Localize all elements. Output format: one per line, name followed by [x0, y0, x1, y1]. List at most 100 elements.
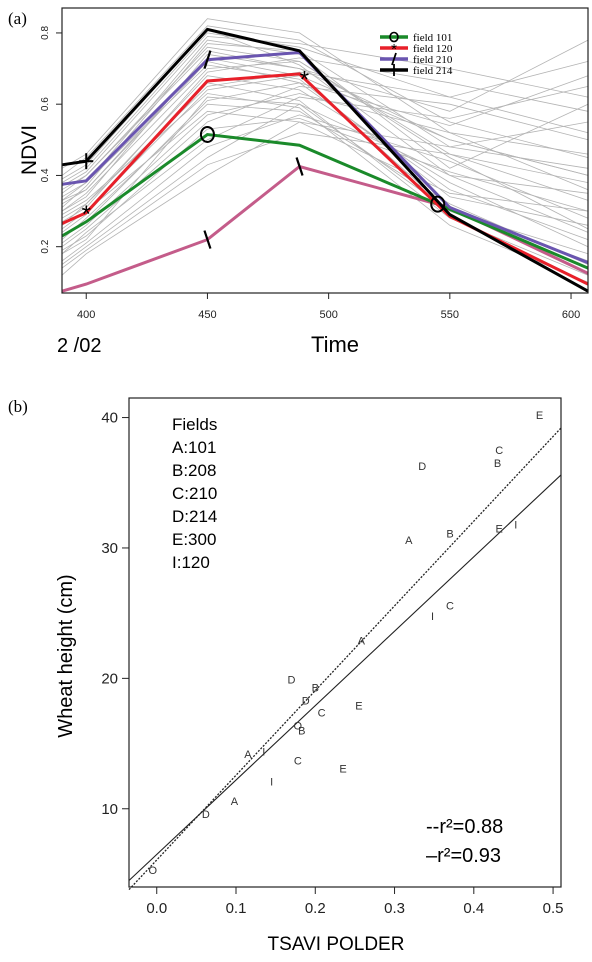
svg-text:*: * — [391, 41, 397, 58]
legend-entry-b-1: A:101 — [172, 438, 216, 457]
series-line-field-210 — [61, 50, 589, 265]
scatter-point-24: A — [231, 796, 239, 808]
y-tick-label-b-20: 20 — [101, 670, 118, 687]
background-field-line-10 — [61, 121, 589, 276]
x-tick-label-a-600: 600 — [562, 309, 580, 321]
scatter-point-21: C — [294, 756, 302, 768]
x-axis-label-tsavi: TSAVI POLDER — [268, 934, 405, 955]
background-field-line-31 — [61, 71, 589, 226]
line-marker-3 — [199, 125, 215, 143]
scatter-point-16: C — [318, 707, 326, 719]
legend-b: Fields A:101 B:208 C:210 D:214 E:300 I:120 — [172, 415, 217, 572]
line-marker-4 — [430, 195, 446, 213]
x-axis-ticks-a: 400 450 500 550 600 — [77, 293, 580, 321]
background-field-line-29 — [61, 28, 589, 233]
legend-title-b: Fields — [172, 415, 217, 434]
x-tick-label-b-4: 0.4 — [463, 900, 484, 917]
regression-lines — [128, 427, 562, 891]
scatter-point-13: B — [312, 682, 319, 694]
legend-label-a-4: field 214 — [413, 65, 453, 77]
x-tick-label-b-1: 0.1 — [226, 900, 247, 917]
scatter-point-10: I — [431, 611, 434, 623]
scatter-point-22: E — [339, 763, 346, 775]
highlighted-field-lines — [61, 27, 589, 293]
x-axis-start-date: 2 /02 — [57, 335, 101, 357]
background-field-line-22 — [61, 64, 589, 226]
line-marker-5: * — [82, 201, 91, 228]
scatter-point-17: O — [294, 720, 303, 732]
background-field-line-18 — [61, 39, 589, 212]
background-field-lines — [61, 18, 589, 283]
line-marker-1 — [203, 230, 212, 249]
scatter-point-12: D — [288, 675, 296, 687]
scatter-point-15: E — [355, 701, 362, 713]
scatter-point-8: A — [405, 535, 413, 547]
background-field-line-26 — [61, 117, 589, 251]
legend-entry-b-3: C:210 — [172, 484, 217, 503]
y-axis-label-wheat-height: Wheat height (cm) — [55, 574, 77, 737]
legend-entry-a-3: field 210 — [380, 52, 453, 66]
legend-entry-b-2: B:208 — [172, 461, 216, 480]
legend-entry-a-2: * field 120 — [380, 41, 453, 58]
svg-text:*: * — [82, 201, 91, 228]
legend-entry-b-5: E:300 — [172, 530, 216, 549]
y-axis-ticks-b: 10 20 30 40 — [101, 410, 129, 818]
scatter-point-11: A — [358, 636, 366, 648]
scatter-point-5: B — [446, 529, 453, 541]
panel-b-label: (b) — [8, 397, 28, 416]
scatter-point-14: D — [302, 696, 310, 708]
x-tick-label-a-550: 550 — [441, 309, 459, 321]
scatter-point-9: C — [446, 600, 454, 612]
field-line-markers: ** — [79, 50, 446, 249]
legend-label-a-3: field 210 — [413, 54, 453, 66]
y-tick-label-a-0.4: 0.4 — [40, 168, 51, 182]
x-axis-ticks-b: 0.0 0.1 0.2 0.3 0.4 0.5 — [146, 887, 564, 917]
legend-entry-a-1: field 101 — [380, 31, 452, 44]
line-marker-6: * — [300, 67, 309, 94]
panel-a-ndvi-chart: (a) ** 400 450 500 550 600 0.20.40.60.8 NDVI… — [8, 7, 589, 357]
legend-entry-b-6: I:120 — [172, 553, 210, 572]
y-axis-ticks-a: 0.2 0.4 0.6 0.8 — [40, 26, 62, 254]
x-tick-label-b-5: 0.5 — [543, 900, 564, 917]
background-field-line-15 — [61, 86, 589, 255]
scatter-point-4: D — [418, 461, 426, 473]
background-field-line-20 — [61, 18, 589, 191]
y-tick-label-b-10: 10 — [101, 801, 118, 818]
x-tick-label-a-450: 450 — [198, 309, 216, 321]
line-marker-8 — [79, 153, 94, 170]
background-field-line-30 — [61, 132, 589, 269]
legend-entry-b-4: D:214 — [172, 507, 217, 526]
background-field-line-12 — [61, 32, 589, 183]
r-squared-annotations: --r²=0.88 –r²=0.93 — [426, 816, 503, 867]
scatter-point-6: E — [496, 523, 503, 535]
scatter-point-7: I — [514, 519, 517, 531]
line-marker-2 — [295, 157, 304, 176]
x-tick-label-a-400: 400 — [77, 309, 95, 321]
svg-text:*: * — [300, 67, 309, 94]
fit-line-solid — [128, 474, 562, 881]
plot-frame-a — [61, 7, 589, 294]
y-tick-label-a-0.8: 0.8 — [40, 26, 51, 40]
x-tick-label-b-2: 0.2 — [305, 900, 326, 917]
scatter-point-19: A — [244, 749, 252, 761]
legend-label-a-2: field 120 — [413, 43, 453, 55]
background-field-line-25 — [61, 36, 589, 187]
plot-frame-b — [128, 397, 562, 888]
y-axis-label-ndvi: NDVI — [18, 125, 41, 175]
legend-label-a-1: field 101 — [413, 32, 452, 44]
scatter-point-26: O — [148, 865, 157, 877]
y-tick-label-a-0.2: 0.2 — [40, 239, 51, 253]
scatter-point-20: I — [262, 746, 265, 758]
x-axis-label-time: Time — [311, 332, 359, 357]
x-tick-label-b-3: 0.3 — [384, 900, 405, 917]
scatter-point-1: E — [536, 410, 543, 422]
scatter-point-3: B — [494, 458, 501, 470]
r2-label-solid: –r²=0.93 — [426, 845, 501, 867]
scatter-point-23: I — [270, 776, 273, 788]
y-tick-label-b-30: 30 — [101, 540, 118, 557]
background-field-line-24 — [61, 93, 589, 283]
background-field-line-16 — [61, 46, 589, 201]
background-field-line-19 — [61, 114, 589, 262]
